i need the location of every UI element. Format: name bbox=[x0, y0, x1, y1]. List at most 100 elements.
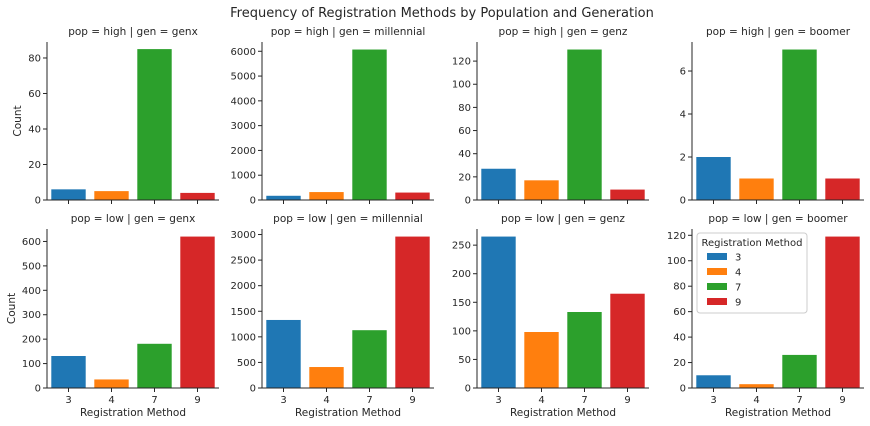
y-tick-label: 80 bbox=[28, 53, 41, 64]
bar-method-4 bbox=[524, 332, 559, 388]
bar-method-9 bbox=[825, 178, 860, 200]
y-tick-label: 1000 bbox=[231, 332, 256, 343]
x-tick-label: 7 bbox=[796, 395, 802, 406]
y-tick-label: 2000 bbox=[231, 146, 256, 157]
bar-method-4 bbox=[309, 367, 344, 388]
y-tick-label: 3000 bbox=[231, 121, 256, 132]
bar-method-7 bbox=[352, 49, 387, 200]
y-tick-label: 20 bbox=[673, 358, 686, 369]
bar-method-9 bbox=[610, 293, 645, 388]
bar-method-9 bbox=[395, 192, 430, 200]
y-tick-label: 60 bbox=[28, 89, 41, 100]
y-tick-label: 1000 bbox=[231, 171, 256, 182]
y-tick-label: 50 bbox=[458, 355, 471, 366]
y-tick-label: 3000 bbox=[231, 230, 256, 241]
y-tick-label: 0 bbox=[465, 384, 471, 395]
y-tick-label: 40 bbox=[458, 149, 471, 160]
panel-title: pop = high | gen = boomer bbox=[706, 26, 851, 38]
y-tick-label: 0 bbox=[35, 196, 41, 207]
y-tick-label: 60 bbox=[458, 126, 471, 137]
y-tick-label: 4000 bbox=[231, 96, 256, 107]
y-axis-label: Count bbox=[6, 293, 18, 324]
y-tick-label: 100 bbox=[667, 256, 686, 267]
y-tick-label: 120 bbox=[667, 231, 686, 242]
bar-method-3 bbox=[481, 236, 516, 388]
legend-label-7: 7 bbox=[735, 283, 741, 294]
figure-title: Frequency of Registration Methods by Pop… bbox=[230, 6, 654, 21]
x-tick-label: 4 bbox=[753, 395, 759, 406]
y-tick-label: 0 bbox=[680, 384, 686, 395]
y-tick-label: 60 bbox=[673, 307, 686, 318]
bar-method-3 bbox=[266, 195, 301, 200]
bar-method-3 bbox=[481, 168, 516, 200]
x-tick-label: 9 bbox=[194, 395, 200, 406]
bar-method-4 bbox=[739, 384, 774, 388]
panel-title: pop = low | gen = genz bbox=[501, 213, 625, 225]
legend-title: Registration Method bbox=[702, 238, 803, 249]
y-tick-label: 2000 bbox=[231, 281, 256, 292]
y-tick-label: 1500 bbox=[231, 307, 256, 318]
y-tick-label: 6000 bbox=[231, 47, 256, 58]
y-tick-label: 2500 bbox=[231, 256, 256, 267]
y-tick-label: 200 bbox=[452, 269, 471, 280]
y-tick-label: 120 bbox=[452, 57, 471, 68]
y-tick-label: 200 bbox=[22, 335, 41, 346]
legend-label-9: 9 bbox=[735, 298, 741, 309]
y-tick-label: 500 bbox=[237, 358, 256, 369]
y-tick-label: 600 bbox=[22, 237, 41, 248]
legend-swatch-3 bbox=[707, 253, 727, 260]
y-tick-label: 0 bbox=[465, 196, 471, 207]
x-tick-label: 4 bbox=[538, 395, 544, 406]
panel-title: pop = high | gen = genx bbox=[68, 26, 198, 38]
x-tick-label: 4 bbox=[323, 395, 329, 406]
panel-title: pop = low | gen = millennial bbox=[273, 213, 423, 225]
y-tick-label: 150 bbox=[452, 298, 471, 309]
bar-method-9 bbox=[825, 236, 860, 388]
y-tick-label: 20 bbox=[28, 160, 41, 171]
x-tick-label: 7 bbox=[151, 395, 157, 406]
x-tick-label: 3 bbox=[495, 395, 501, 406]
legend-swatch-9 bbox=[707, 298, 727, 305]
bar-method-4 bbox=[309, 192, 344, 200]
x-tick-label: 3 bbox=[65, 395, 71, 406]
facet-panel-1: pop = high | gen = genx 0 20 40 60 80 Count bbox=[12, 26, 219, 207]
bar-method-7 bbox=[137, 49, 172, 201]
x-tick-label: 9 bbox=[624, 395, 630, 406]
facet-panel-2: pop = high | gen = millennial 0 1000 2000 30… bbox=[231, 26, 434, 207]
legend-label-4: 4 bbox=[735, 268, 741, 279]
y-tick-label: 100 bbox=[452, 326, 471, 337]
y-tick-label: 5000 bbox=[231, 72, 256, 83]
x-tick-label: 3 bbox=[710, 395, 716, 406]
y-tick-label: 250 bbox=[452, 241, 471, 252]
facet-grid: pop = high | gen = genx020406080Countpop… bbox=[6, 26, 864, 419]
y-axis-label: Count bbox=[12, 105, 24, 136]
legend: Registration Method 3 4 7 9 bbox=[696, 232, 808, 314]
legend-swatch-7 bbox=[707, 283, 727, 290]
bar-method-3 bbox=[266, 319, 301, 388]
y-tick-label: 300 bbox=[22, 310, 41, 321]
bar-method-4 bbox=[524, 180, 559, 200]
x-axis-label: Registration Method bbox=[80, 407, 186, 419]
y-tick-label: 2 bbox=[680, 153, 686, 164]
y-tick-label: 40 bbox=[28, 124, 41, 135]
bar-method-3 bbox=[696, 157, 731, 200]
y-tick-label: 6 bbox=[680, 67, 686, 78]
bar-method-9 bbox=[395, 236, 430, 388]
facet-panel-7: pop = low | gen = genz 0 50 100 150 200 250 3 4 7… bbox=[452, 213, 649, 419]
panel-title: pop = low | gen = boomer bbox=[708, 213, 848, 225]
bar-method-7 bbox=[137, 343, 172, 388]
bar-method-4 bbox=[94, 379, 129, 388]
facet-panel-8: pop = low | gen = boomer 0 20 40 60 80 100 120 3… bbox=[667, 213, 864, 419]
y-tick-label: 40 bbox=[673, 333, 686, 344]
bar-method-7 bbox=[352, 330, 387, 388]
y-tick-label: 400 bbox=[22, 286, 41, 297]
y-tick-label: 100 bbox=[452, 80, 471, 91]
x-tick-label: 9 bbox=[839, 395, 845, 406]
bar-method-3 bbox=[51, 356, 86, 388]
legend-label-3: 3 bbox=[735, 253, 741, 264]
x-axis-label: Registration Method bbox=[725, 407, 831, 419]
x-axis-label: Registration Method bbox=[510, 407, 616, 419]
x-tick-label: 7 bbox=[366, 395, 372, 406]
bar-method-3 bbox=[51, 189, 86, 200]
